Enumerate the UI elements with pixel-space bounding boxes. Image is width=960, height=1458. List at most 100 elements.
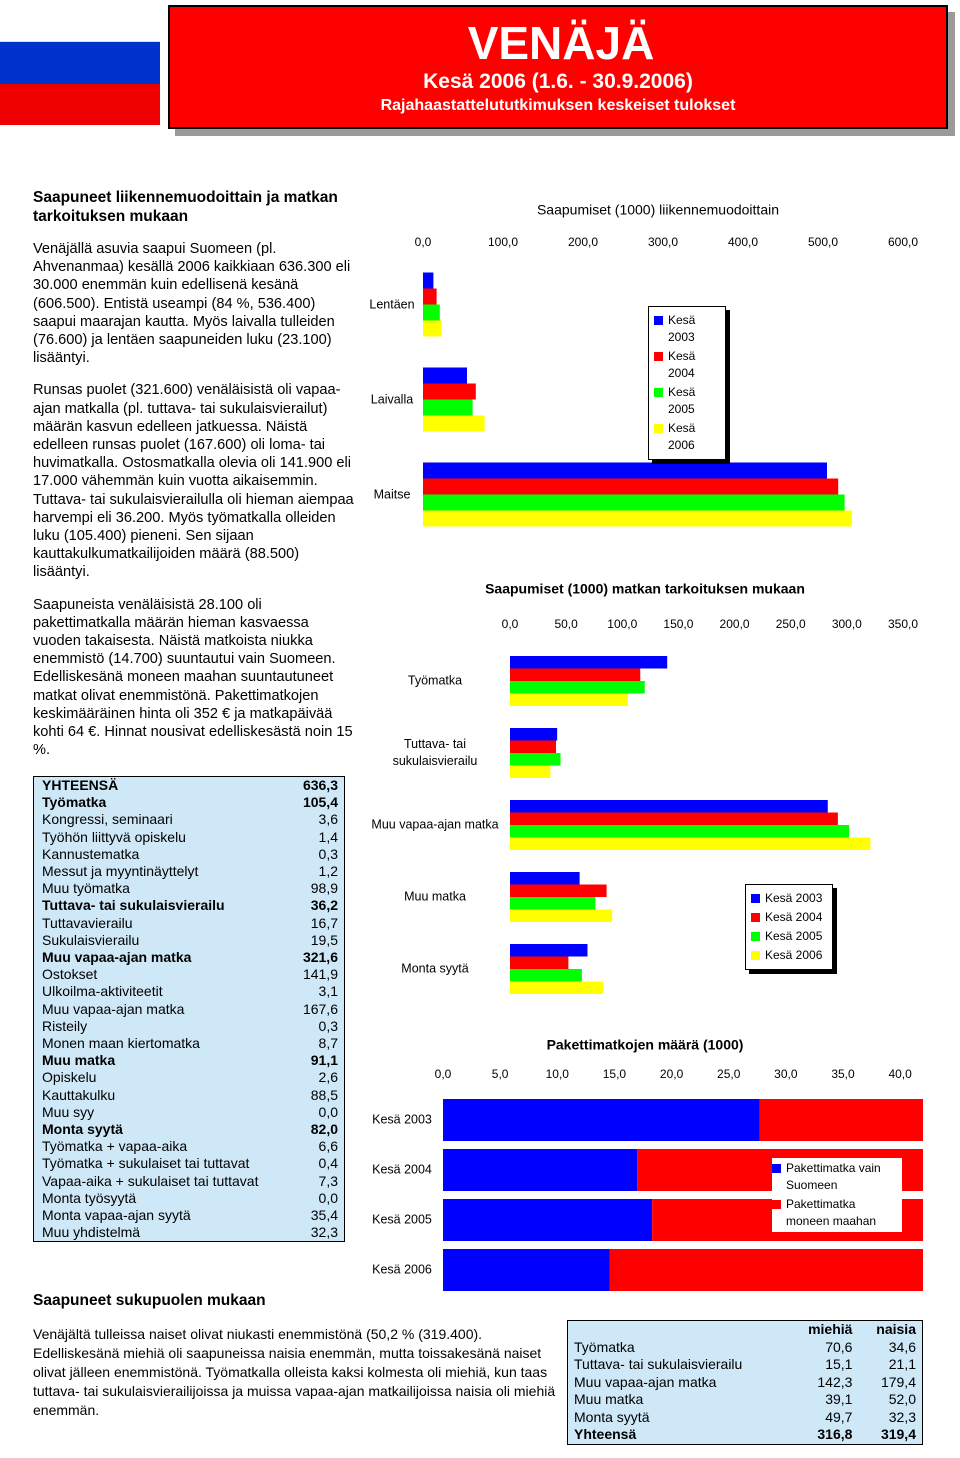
legend-entry: Pakettimatka moneen maahan [772, 1196, 902, 1230]
bar [423, 399, 473, 416]
row-label: Muu vapaa-ajan matka [42, 949, 192, 966]
row-value: 36,2 [310, 897, 338, 914]
legend-swatch [751, 951, 760, 960]
category-label: Kesä 2003 [372, 1112, 432, 1127]
legend-entry: Kesä 2005 [654, 384, 720, 418]
table-row: Monen maan kiertomatka 8,7 [34, 1035, 345, 1052]
bar [510, 909, 613, 922]
legend-label: Kesä 2004 [668, 349, 696, 380]
bar [423, 383, 476, 400]
table-row: Yhteensä 316,8 319,4 [568, 1426, 923, 1444]
row-value: 0,0 [318, 1189, 338, 1206]
bar [423, 510, 852, 527]
row-value: 0,0 [318, 1103, 338, 1120]
bar [510, 681, 645, 694]
row-label: Kongressi, seminaari [42, 811, 173, 828]
row-label: Vapaa-aika + sukulaiset tai tuttavat [42, 1172, 259, 1189]
legend-label: Kesä 2005 [668, 385, 696, 416]
chart-title: Pakettimatkojen määrä (1000) [547, 1037, 744, 1053]
row-label: Työmatka [42, 794, 107, 811]
cell-value: 21,1 [888, 1356, 916, 1372]
bar [510, 812, 838, 825]
row-value: 8,7 [318, 1035, 338, 1052]
cell-value: 142,3 [817, 1373, 853, 1390]
x-tick-label: 20,0 [660, 1067, 684, 1081]
flag-red [0, 83, 160, 126]
row-value: 82,0 [310, 1121, 338, 1138]
bar [510, 956, 569, 969]
legend-label: Kesä 2003 [668, 313, 696, 344]
paragraph: Saapuneista venäläisistä 28.100 oli pake… [33, 596, 353, 759]
row-label: Opiskelu [42, 1069, 97, 1086]
bar [510, 656, 668, 669]
row-label: Muu vapaa-ajan matka [42, 1000, 185, 1017]
table-row: Muu vapaa-ajan matka 142,3 179,4 [568, 1374, 923, 1392]
x-tick-label: 300,0 [648, 235, 678, 249]
row-label: Kauttakulku [42, 1086, 116, 1103]
table-row: Muu vapaa-ajan matka 167,6 [34, 1001, 345, 1018]
table-row: Työmatka + sukulaiset tai tuttavat 0,4 [34, 1155, 345, 1172]
x-tick-label: 350,0 [888, 617, 918, 631]
bar [510, 944, 588, 957]
gender-text: Venäjältä tulleissa naiset olivat niukas… [33, 1326, 556, 1418]
bar [443, 1099, 760, 1141]
row-label: Muu syy [42, 1103, 95, 1120]
row-label: Kannustematka [42, 845, 140, 862]
table-row: Tuttava- tai sukulaisvierailu 36,2 [34, 897, 345, 914]
cell-value: 49,7 [825, 1408, 853, 1425]
row-label: Risteily [42, 1017, 88, 1034]
x-tick-label: 35,0 [831, 1067, 855, 1081]
x-tick-label: 25,0 [717, 1067, 741, 1081]
bar [510, 969, 582, 982]
category-label: Tuttava- tai sukulaisvierailu [392, 737, 478, 768]
row-value: 0,4 [318, 1155, 338, 1172]
x-tick-label: 10,0 [546, 1067, 570, 1081]
bar [423, 494, 845, 511]
legend-swatch [654, 388, 663, 397]
chart-title: Saapumiset (1000) liikennemuodoittain [537, 202, 779, 218]
table-row: Muu työmatka 98,9 [34, 880, 345, 897]
bar [510, 897, 596, 910]
subtitle: Rajahaastattelututkimuksen keskeiset tul… [380, 97, 736, 114]
cell-value: 52,0 [888, 1391, 916, 1407]
row-value: 321,6 [302, 949, 338, 966]
legend: Kesä 2003 Kesä 2004 Kesä 2005 Kesä 2006 [648, 306, 726, 460]
legend-label: Pakettimatka moneen maahan [786, 1197, 877, 1228]
table-row: Työhön liittyvä opiskelu 1,4 [34, 829, 345, 846]
row-label: Muu työmatka [42, 880, 130, 897]
bar [510, 837, 871, 850]
category-label: Kesä 2005 [372, 1212, 432, 1227]
legend-entry: Kesä 2003 [751, 890, 827, 907]
header-row: miehiä naisia [568, 1321, 923, 1339]
legend-swatch [654, 352, 663, 361]
x-tick-label: 100,0 [488, 235, 518, 249]
row-label: Ulkoilma-aktiviteetit [42, 983, 163, 1000]
row-value: 0,3 [318, 1017, 338, 1034]
table-row: Kauttakulku 88,5 [34, 1087, 345, 1104]
legend: Kesä 2003 Kesä 2004 Kesä 2005 Kesä 2006 [745, 884, 833, 970]
category-label: Muu matka [404, 889, 466, 904]
bar [759, 1099, 923, 1141]
row-label: YHTEENSÄ [42, 777, 119, 793]
row-value: 141,9 [302, 966, 338, 983]
bar [423, 304, 440, 321]
row-value: 2,6 [318, 1069, 338, 1086]
row-label: Muu vapaa-ajan matka [574, 1373, 717, 1390]
cell-value: 316,8 [817, 1426, 853, 1442]
category-label: Maitse [373, 487, 411, 501]
x-tick-label: 200,0 [720, 617, 750, 631]
row-value: 32,3 [310, 1224, 338, 1241]
x-tick-label: 40,0 [888, 1067, 912, 1081]
legend-label: Pakettimatka vain Suomeen [786, 1161, 881, 1192]
bar [510, 693, 628, 706]
legend-swatch [772, 1200, 781, 1209]
legend-swatch [654, 424, 663, 433]
table-row: Opiskelu 2,6 [34, 1069, 345, 1086]
row-value: 7,3 [318, 1172, 338, 1189]
category-label: Työmatka [407, 673, 463, 688]
table-row: Muu matka 91,1 [34, 1052, 345, 1069]
bar [443, 1249, 610, 1291]
category-label: Lentäen [369, 297, 415, 311]
category-label: Monta syytä [401, 961, 469, 976]
